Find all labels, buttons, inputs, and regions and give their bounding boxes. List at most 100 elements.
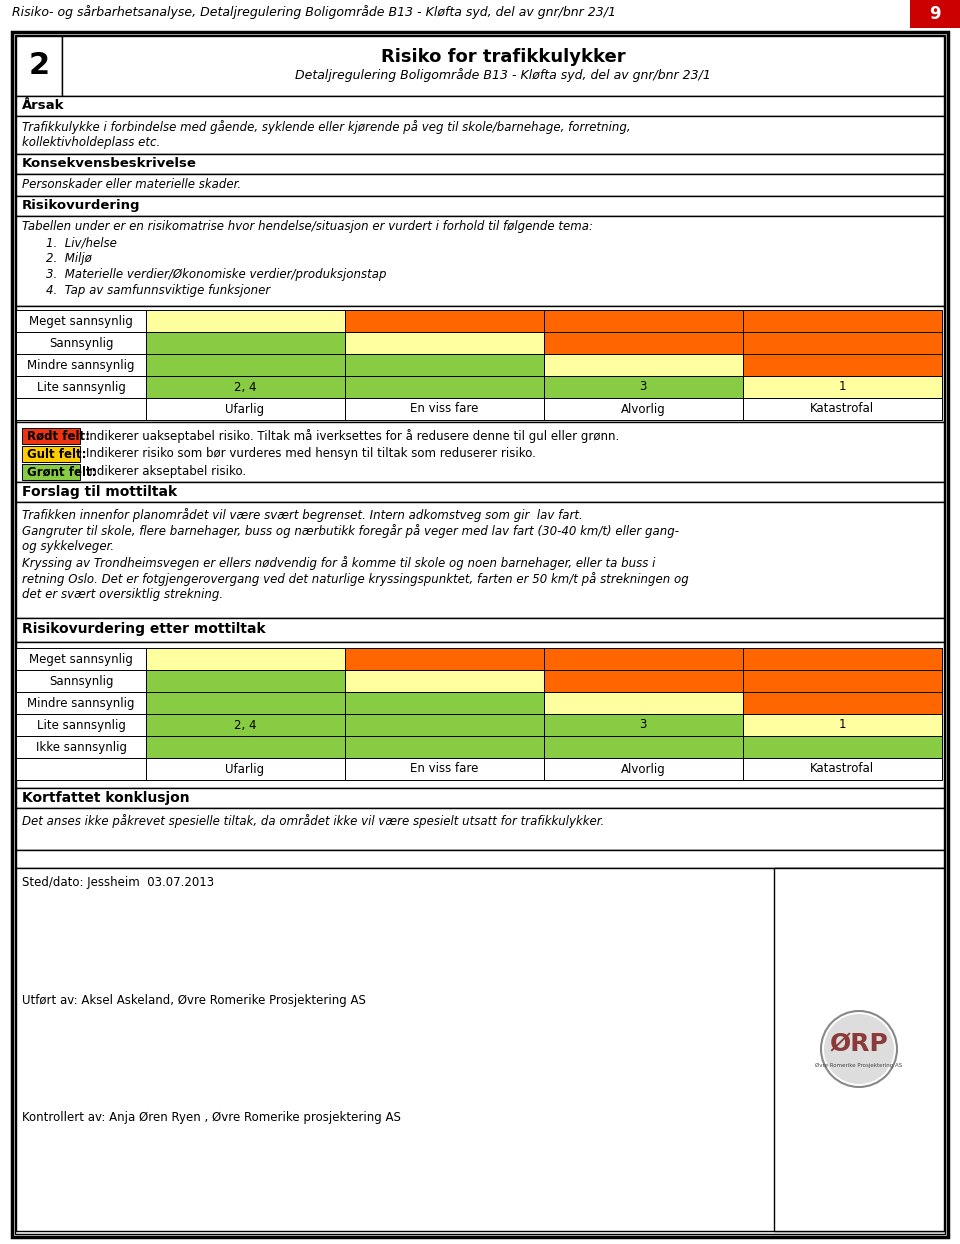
Bar	[774, 868, 944, 1232]
Bar	[146, 758, 345, 780]
Text: Sannsynlig: Sannsynlig	[49, 336, 113, 350]
Text: retning Oslo. Det er fotgjengerovergang ved det naturlige kryssingspunktet, fart: retning Oslo. Det er fotgjengerovergang …	[22, 572, 688, 586]
Text: Risiko- og sårbarhetsanalyse, Detaljregulering Boligområde B13 - Kløfta syd, del: Risiko- og sårbarhetsanalyse, Detaljregu…	[12, 5, 616, 19]
Bar	[16, 116, 944, 154]
Text: og sykkelveger.: og sykkelveger.	[22, 540, 114, 554]
Text: Katastrofal: Katastrofal	[810, 763, 874, 775]
Text: Årsak: Årsak	[22, 100, 64, 112]
Bar	[345, 648, 544, 671]
Bar	[345, 332, 544, 355]
Bar	[16, 736, 146, 758]
Text: 9: 9	[929, 5, 941, 22]
Bar	[146, 376, 345, 398]
Text: Kontrollert av: Anja Øren Ryen , Øvre Romerike prosjektering AS: Kontrollert av: Anja Øren Ryen , Øvre Ro…	[22, 1111, 401, 1125]
Bar	[16, 216, 944, 306]
Bar	[544, 692, 743, 714]
Text: Indikerer risiko som bør vurderes med hensyn til tiltak som reduserer risiko.: Indikerer risiko som bør vurderes med he…	[86, 448, 536, 460]
Text: Sted/dato: Jessheim  03.07.2013: Sted/dato: Jessheim 03.07.2013	[22, 876, 214, 889]
Bar	[146, 714, 345, 736]
Bar	[22, 447, 80, 462]
Bar	[16, 809, 944, 850]
Text: ØRP: ØRP	[829, 1033, 888, 1056]
Text: 1.  Liv/helse: 1. Liv/helse	[46, 236, 117, 249]
Bar	[16, 618, 944, 642]
Text: det er svært oversiktlig strekning.: det er svært oversiktlig strekning.	[22, 588, 223, 601]
Bar	[16, 96, 944, 116]
Text: Sannsynlig: Sannsynlig	[49, 674, 113, 688]
Bar	[22, 428, 80, 444]
Text: En viss fare: En viss fare	[410, 403, 478, 415]
Text: Alvorlig: Alvorlig	[620, 763, 665, 775]
Bar	[146, 398, 345, 420]
Bar	[345, 714, 544, 736]
Bar	[743, 736, 942, 758]
Bar	[146, 671, 345, 692]
Bar	[544, 714, 743, 736]
Bar	[16, 332, 146, 355]
Bar	[743, 332, 942, 355]
Bar	[146, 310, 345, 332]
Bar	[743, 758, 942, 780]
Bar	[16, 692, 146, 714]
Bar	[16, 481, 944, 503]
Text: Ufarlig: Ufarlig	[226, 763, 265, 775]
Bar	[544, 332, 743, 355]
Text: Mindre sannsynlig: Mindre sannsynlig	[27, 358, 134, 372]
Text: 2, 4: 2, 4	[233, 719, 256, 731]
Text: 3.  Materielle verdier/Økonomiske verdier/produksjonstap: 3. Materielle verdier/Økonomiske verdier…	[46, 267, 387, 281]
Bar	[16, 503, 944, 618]
Bar	[16, 36, 62, 96]
Bar	[743, 376, 942, 398]
Bar	[16, 422, 944, 481]
Text: Risikovurdering: Risikovurdering	[22, 199, 140, 211]
Bar	[544, 310, 743, 332]
Text: Trafikken innenfor planområdet vil være svært begrenset. Intern adkomstveg som g: Trafikken innenfor planområdet vil være …	[22, 508, 583, 522]
Bar	[16, 714, 146, 736]
Bar	[16, 306, 944, 422]
Bar	[146, 736, 345, 758]
Text: 3: 3	[639, 381, 647, 393]
Bar	[345, 398, 544, 420]
Bar	[345, 736, 544, 758]
Bar	[743, 398, 942, 420]
Text: Tabellen under er en risikomatrise hvor hendelse/situasjon er vurdert i forhold : Tabellen under er en risikomatrise hvor …	[22, 220, 593, 233]
Bar	[743, 310, 942, 332]
Text: En viss fare: En viss fare	[410, 763, 478, 775]
Bar	[16, 376, 146, 398]
Text: 2, 4: 2, 4	[233, 381, 256, 393]
Bar	[345, 376, 544, 398]
Bar	[743, 355, 942, 376]
Text: Indikerer akseptabel risiko.: Indikerer akseptabel risiko.	[86, 465, 246, 479]
Text: Detaljregulering Boligområde B13 - Kløfta syd, del av gnr/bnr 23/1: Detaljregulering Boligområde B13 - Kløft…	[295, 68, 711, 82]
Bar	[62, 36, 944, 96]
Bar	[146, 692, 345, 714]
Text: 1: 1	[838, 381, 846, 393]
Text: Utført av: Aksel Askeland, Øvre Romerike Prosjektering AS: Utført av: Aksel Askeland, Øvre Romerike…	[22, 994, 366, 1006]
Bar	[146, 355, 345, 376]
Text: Gult felt:: Gult felt:	[27, 448, 86, 460]
Text: Personskader eller materielle skader.: Personskader eller materielle skader.	[22, 178, 241, 192]
Bar	[16, 648, 146, 671]
Bar	[544, 398, 743, 420]
Text: Risiko for trafikkulykker: Risiko for trafikkulykker	[381, 49, 625, 66]
Bar	[16, 642, 944, 787]
Bar	[16, 154, 944, 174]
Text: Kortfattet konklusjon: Kortfattet konklusjon	[22, 791, 190, 805]
Circle shape	[824, 1014, 894, 1084]
Bar	[16, 758, 146, 780]
Text: Øvre Romerike Prosjektering AS: Øvre Romerike Prosjektering AS	[815, 1064, 902, 1069]
Bar	[910, 0, 960, 29]
Bar	[345, 671, 544, 692]
Bar	[743, 714, 942, 736]
Bar	[16, 174, 944, 197]
Text: Ikke sannsynlig: Ikke sannsynlig	[36, 740, 127, 754]
Text: Rødt felt:: Rødt felt:	[27, 429, 90, 443]
Text: Meget sannsynlig: Meget sannsynlig	[29, 315, 132, 327]
Text: Konsekvensbeskrivelse: Konsekvensbeskrivelse	[22, 157, 197, 170]
Bar	[743, 671, 942, 692]
Text: Ufarlig: Ufarlig	[226, 403, 265, 415]
Bar	[16, 310, 146, 332]
Bar	[16, 868, 944, 1232]
Text: Lite sannsynlig: Lite sannsynlig	[36, 381, 126, 393]
Bar	[544, 736, 743, 758]
